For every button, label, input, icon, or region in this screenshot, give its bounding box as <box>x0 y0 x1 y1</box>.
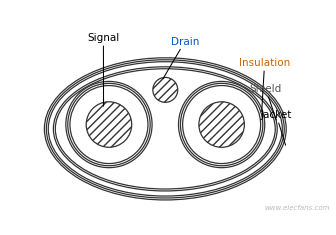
Circle shape <box>178 81 265 168</box>
Circle shape <box>153 77 178 102</box>
Text: Signal: Signal <box>87 33 120 106</box>
Text: Drain: Drain <box>163 36 199 78</box>
Text: www.elecfans.com: www.elecfans.com <box>264 205 330 212</box>
Circle shape <box>66 81 152 168</box>
Circle shape <box>199 102 244 147</box>
Circle shape <box>183 86 261 164</box>
Text: Shield: Shield <box>250 84 282 120</box>
Circle shape <box>86 102 132 147</box>
Circle shape <box>70 86 148 164</box>
Text: Jacket: Jacket <box>261 110 292 145</box>
Text: Insulation: Insulation <box>239 58 290 112</box>
